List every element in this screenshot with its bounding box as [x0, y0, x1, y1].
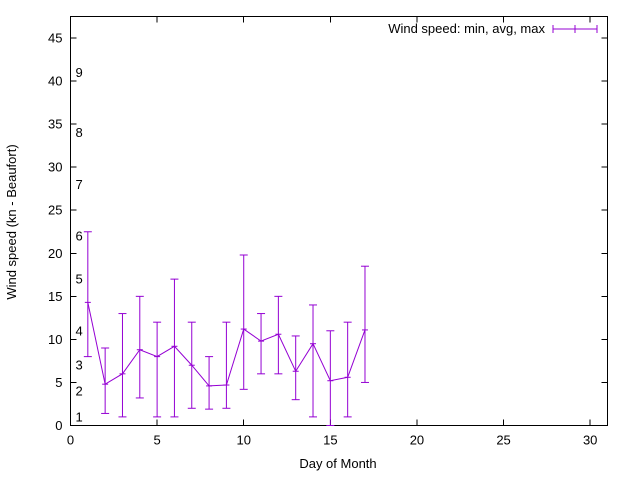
x-tick-label: 20	[410, 433, 424, 448]
y-tick-label: 25	[48, 203, 62, 218]
avg-series-line	[87, 302, 366, 387]
x-tick-label: 10	[236, 433, 250, 448]
legend-label-wind-speed: Wind speed: min, avg, max	[388, 21, 545, 36]
y-tick-label: 30	[48, 160, 62, 175]
y-tick-label: 5	[55, 375, 62, 390]
y-axis-title: Wind speed (kn - Beaufort)	[4, 144, 19, 299]
error-bar	[135, 295, 144, 399]
beaufort-label: 2	[76, 384, 83, 399]
plot-border	[70, 16, 608, 426]
y-tick-label: 35	[48, 117, 62, 132]
y-tick-label: 10	[48, 332, 62, 347]
error-bar	[153, 321, 162, 418]
beaufort-label: 3	[76, 358, 83, 373]
x-tick-label: 0	[67, 433, 74, 448]
x-tick-label: 30	[583, 433, 597, 448]
x-axis-ticks: 0 5 10 15 20 25 30	[67, 16, 597, 448]
beaufort-label: 6	[76, 229, 83, 244]
beaufort-label: 8	[76, 125, 83, 140]
error-bar	[101, 347, 110, 414]
error-bar	[83, 231, 92, 358]
error-bar	[118, 313, 127, 418]
x-tick-label: 25	[496, 433, 510, 448]
error-bar	[360, 265, 369, 383]
data-series-layer	[83, 231, 369, 426]
x-tick-label: 5	[153, 433, 160, 448]
y-tick-label: 0	[55, 418, 62, 433]
legend-sample-icon	[552, 25, 598, 33]
y-tick-label: 20	[48, 246, 62, 261]
beaufort-label: 5	[76, 272, 83, 287]
error-bar	[239, 254, 248, 390]
error-bar	[222, 321, 231, 409]
beaufort-label: 9	[76, 65, 83, 80]
beaufort-label: 4	[76, 323, 83, 338]
beaufort-scale-labels: 1 2 3 4 5 6 7 8 9	[76, 65, 83, 424]
y-tick-label: 15	[48, 289, 62, 304]
beaufort-label: 7	[76, 177, 83, 192]
x-axis-title: Day of Month	[299, 456, 376, 471]
error-bar	[257, 313, 266, 375]
error-bar	[291, 335, 300, 401]
y-tick-label: 40	[48, 74, 62, 89]
x-tick-label: 15	[323, 433, 337, 448]
chart-legend: Wind speed: min, avg, max	[388, 21, 598, 36]
plot-frame	[70, 16, 608, 426]
beaufort-label: 1	[76, 409, 83, 424]
y-tick-label: 45	[48, 31, 62, 46]
error-bar	[326, 330, 335, 426]
error-bar	[309, 304, 318, 418]
